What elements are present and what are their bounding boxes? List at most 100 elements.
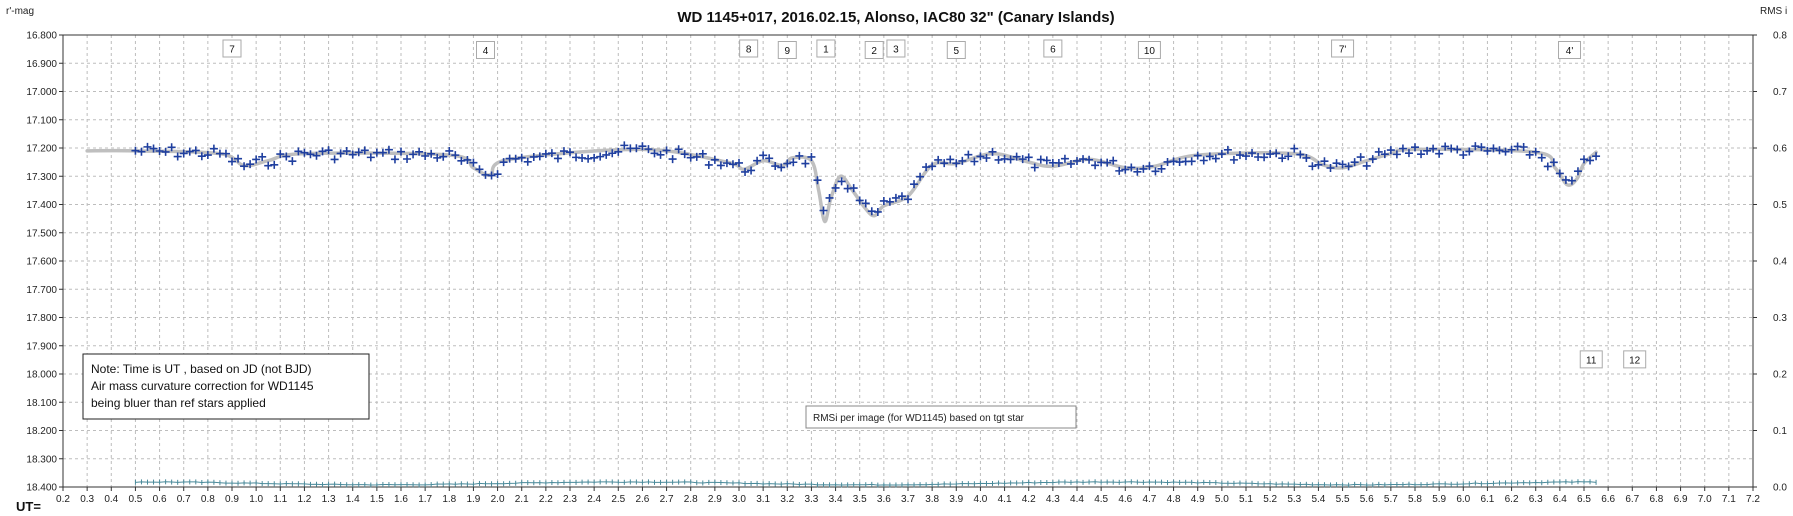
measurement-point bbox=[1531, 147, 1540, 156]
x-tick-label: 3.0 bbox=[732, 494, 746, 505]
event-label: 7' bbox=[1339, 45, 1347, 56]
measurement-point bbox=[1453, 145, 1462, 154]
measurement-point bbox=[747, 166, 756, 175]
measurement-point bbox=[294, 147, 303, 156]
chart-title: WD 1145+017, 2016.02.15, Alonso, IAC80 3… bbox=[677, 9, 1114, 26]
measurement-point bbox=[1447, 144, 1456, 153]
x-tick-label: 1.5 bbox=[370, 494, 384, 505]
y-axis-right-ticks: 0.8 0.7 0.6 0.5 0.4 0.3 0.2 0.1 0.0 bbox=[1753, 31, 1787, 494]
measurement-point bbox=[759, 151, 768, 160]
rms-series bbox=[134, 479, 1597, 488]
measurement-point bbox=[1217, 150, 1226, 159]
event-label: 1 bbox=[823, 45, 829, 56]
measurement-point bbox=[1205, 152, 1214, 161]
measurement-point bbox=[789, 158, 798, 167]
y-left-tick-label: 17.800 bbox=[26, 313, 57, 324]
measurement-point bbox=[728, 160, 737, 169]
event-label: 9 bbox=[785, 46, 791, 57]
measurement-point bbox=[964, 150, 973, 159]
event-label-box bbox=[1579, 350, 1603, 369]
measurement-point bbox=[173, 152, 182, 161]
y-left-tick-label: 17.100 bbox=[26, 115, 57, 126]
y-left-tick-label: 17.200 bbox=[26, 144, 57, 155]
measurement-point bbox=[716, 161, 725, 170]
event-label-box bbox=[864, 41, 884, 59]
measurement-point bbox=[1242, 152, 1250, 161]
x-tick-label: 1.0 bbox=[249, 494, 263, 505]
x-tick-label: 4.3 bbox=[1046, 494, 1060, 505]
measurement-point bbox=[1411, 143, 1419, 152]
measurement-point bbox=[324, 146, 333, 155]
measurement-point bbox=[807, 152, 816, 161]
x-tick-label: 6.1 bbox=[1480, 494, 1494, 505]
note-line-3: being bluer than ref stars applied bbox=[91, 396, 266, 410]
measurement-point bbox=[1477, 143, 1486, 152]
x-tick-label: 5.2 bbox=[1263, 494, 1277, 505]
measurement-point bbox=[409, 150, 418, 159]
measurement-point bbox=[1036, 155, 1045, 164]
measurement-point bbox=[1350, 158, 1359, 167]
measurement-point bbox=[934, 155, 943, 164]
measurement-point bbox=[1199, 156, 1208, 165]
measurement-point bbox=[457, 156, 466, 165]
y-left-tick-label: 17.700 bbox=[26, 285, 57, 296]
measurement-point bbox=[1386, 146, 1395, 155]
measurement-point bbox=[735, 158, 743, 167]
measurement-point bbox=[1060, 154, 1069, 163]
measurement-point bbox=[566, 148, 574, 157]
measurement-point bbox=[1392, 150, 1401, 159]
measurement-point bbox=[1272, 149, 1281, 158]
measurement-point bbox=[1549, 158, 1558, 167]
measurement-point bbox=[1085, 155, 1094, 164]
measurement-point bbox=[258, 152, 267, 161]
measurement-point bbox=[1567, 176, 1576, 185]
measurement-point bbox=[1115, 166, 1124, 175]
event-label: 4' bbox=[1566, 46, 1574, 57]
measurement-point bbox=[1537, 153, 1546, 162]
x-tick-label: 2.4 bbox=[587, 494, 601, 505]
measurement-point bbox=[897, 192, 906, 201]
measurement-point bbox=[1459, 150, 1468, 159]
measurement-point bbox=[143, 142, 152, 151]
x-tick-label: 4.6 bbox=[1118, 494, 1132, 505]
event-label-box bbox=[1043, 39, 1063, 58]
y-left-tick-label: 17.900 bbox=[26, 341, 57, 352]
measurement-point bbox=[342, 147, 351, 156]
event-label-box bbox=[739, 39, 759, 58]
measurement-point bbox=[191, 146, 200, 155]
y-axis-right-label: RMS i bbox=[1760, 6, 1787, 17]
x-tick-label: 2.1 bbox=[515, 494, 529, 505]
measurement-point bbox=[668, 155, 677, 164]
measurement-point bbox=[185, 147, 194, 156]
measurement-point bbox=[330, 155, 339, 164]
model-curve bbox=[85, 147, 1598, 224]
event-label: 4 bbox=[483, 46, 489, 57]
x-tick-label: 7.2 bbox=[1746, 494, 1760, 505]
measurement-point bbox=[288, 157, 297, 166]
measurement-point bbox=[1290, 144, 1299, 153]
y-left-tick-label: 17.000 bbox=[26, 87, 57, 98]
x-tick-label: 6.0 bbox=[1456, 494, 1470, 505]
measurement-point bbox=[1489, 144, 1498, 153]
y-axis-left-ticks: 16.800 16.900 17.000 17.100 17.200 17.300 17.4… bbox=[26, 31, 63, 494]
x-tick-label: 0.4 bbox=[104, 494, 118, 505]
measurement-point bbox=[644, 145, 653, 154]
measurement-series bbox=[131, 141, 1601, 216]
measurement-point bbox=[801, 159, 810, 168]
measurement-point bbox=[656, 150, 665, 159]
measurement-point bbox=[970, 157, 979, 166]
measurement-point bbox=[475, 165, 484, 174]
measurement-point bbox=[1507, 145, 1516, 154]
measurement-point bbox=[312, 151, 321, 160]
x-axis-ticks: 0.2 0.3 0.4 0.5 0.6 0.7 0.8 0.9 1.0 1.1 1.2 1.3 1.4 1… bbox=[56, 487, 1760, 505]
measurement-point bbox=[1187, 157, 1196, 166]
measurement-point bbox=[680, 150, 689, 159]
measurement-point bbox=[1133, 167, 1142, 176]
y-right-tick-label: 0.2 bbox=[1773, 370, 1787, 381]
measurement-point bbox=[1362, 161, 1371, 170]
x-tick-label: 6.6 bbox=[1601, 494, 1615, 505]
measurement-point bbox=[137, 147, 146, 156]
x-tick-label: 0.9 bbox=[225, 494, 239, 505]
rms-legend-frame bbox=[805, 405, 1077, 429]
measurement-point bbox=[674, 145, 683, 154]
